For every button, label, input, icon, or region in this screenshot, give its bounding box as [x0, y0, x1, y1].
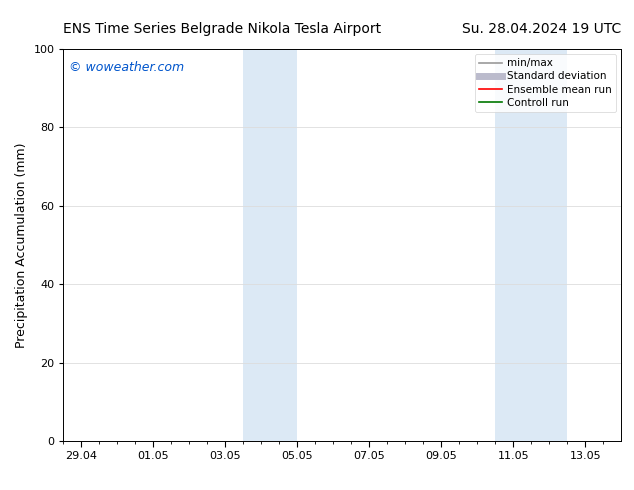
- Text: © woweather.com: © woweather.com: [69, 61, 184, 74]
- Text: Su. 28.04.2024 19 UTC: Su. 28.04.2024 19 UTC: [462, 22, 621, 36]
- Bar: [495, 49, 567, 441]
- Text: ENS Time Series Belgrade Nikola Tesla Airport: ENS Time Series Belgrade Nikola Tesla Ai…: [63, 22, 382, 36]
- Bar: [243, 49, 297, 441]
- Legend: min/max, Standard deviation, Ensemble mean run, Controll run: min/max, Standard deviation, Ensemble me…: [475, 54, 616, 112]
- Y-axis label: Precipitation Accumulation (mm): Precipitation Accumulation (mm): [15, 142, 28, 348]
